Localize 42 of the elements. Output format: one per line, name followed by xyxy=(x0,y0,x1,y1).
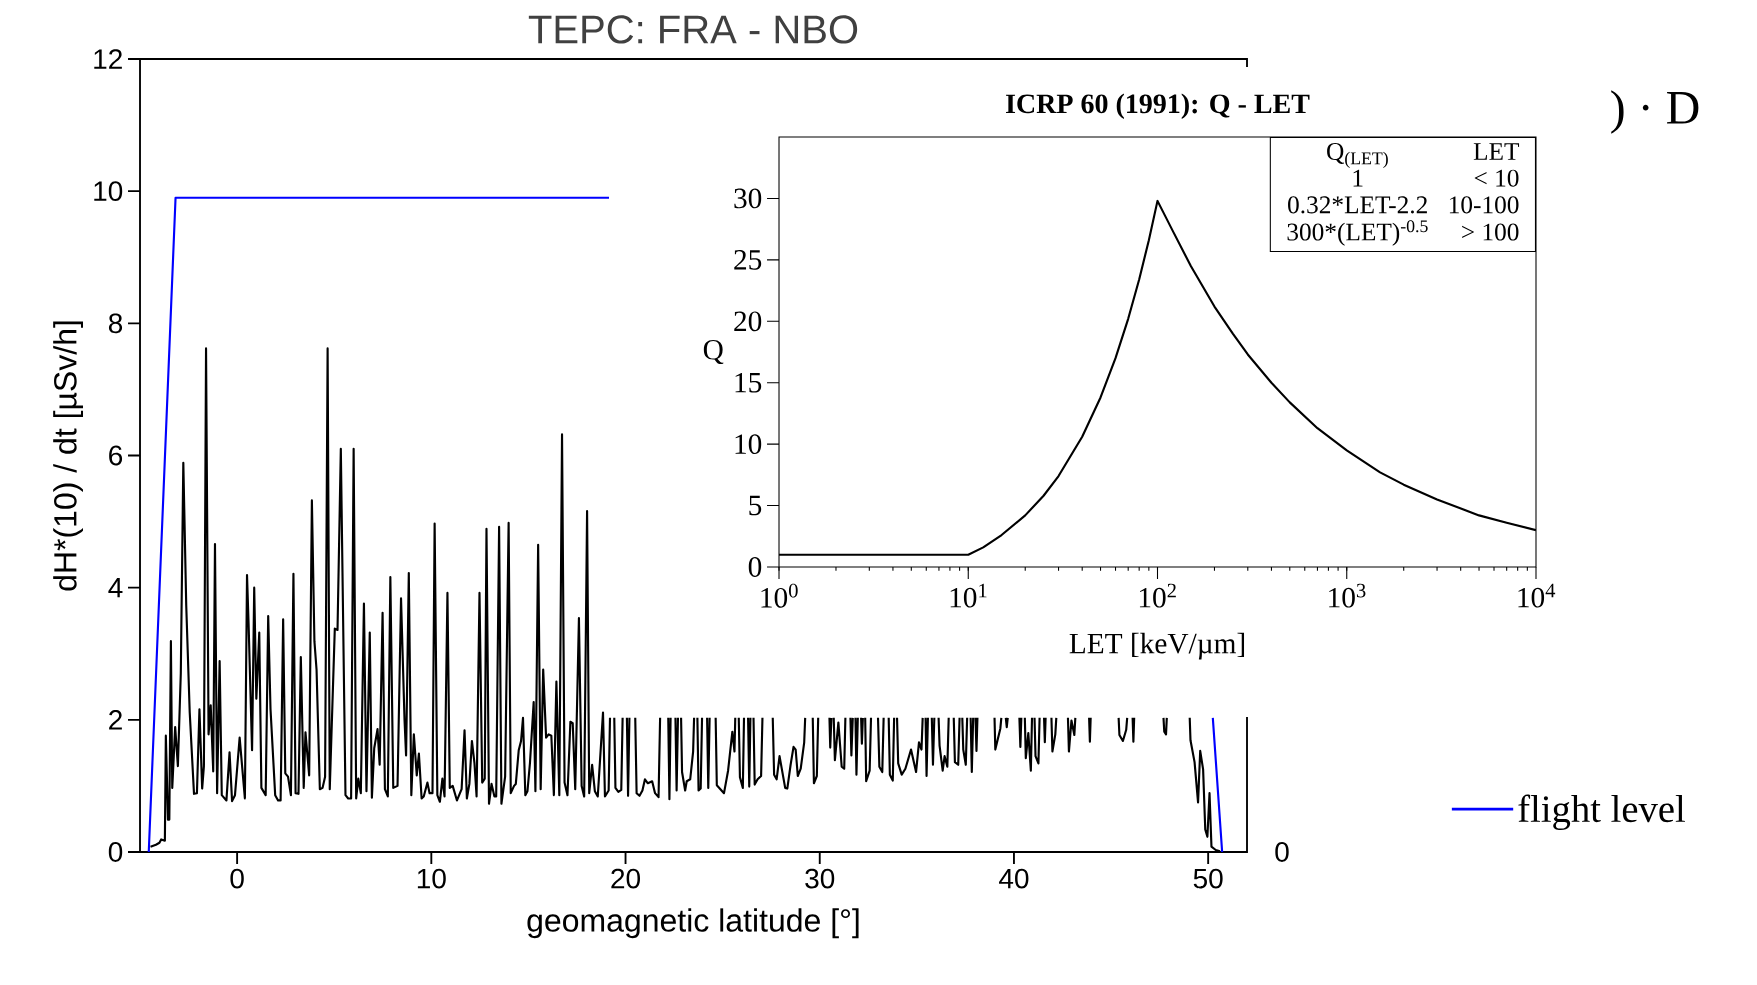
y-tick-label: 0 xyxy=(748,557,762,577)
y-tick-label: 8 xyxy=(108,313,123,334)
x-tick-label: 50 xyxy=(1193,868,1223,889)
annotation: 1 xyxy=(1353,169,1363,187)
y-tick-label: 25 xyxy=(734,249,762,270)
x-tick-label: 10$^{4}$ xyxy=(1518,583,1556,608)
x-tick-label: 0 xyxy=(230,868,244,889)
annotation: < 10 xyxy=(1474,169,1519,187)
x-tick-label: 20 xyxy=(611,868,640,889)
annotation: Q$_{(LET)}$ xyxy=(1327,143,1388,168)
x-tick-label: 10$^{1}$ xyxy=(950,583,987,608)
y-axis-title: dH*(10) / dt [µSv/h] xyxy=(53,321,84,591)
annotation: 0.32*LET-2.2 xyxy=(1288,196,1427,214)
text: ) · D xyxy=(1611,90,1699,134)
text: 0 xyxy=(1275,842,1289,862)
x-tick-label: 30 xyxy=(805,868,835,889)
y-tick-label: 30 xyxy=(734,188,762,209)
y-tick-label: 4 xyxy=(108,578,123,598)
legend-label: flight level xyxy=(1518,794,1685,831)
y-tick-label: 10 xyxy=(94,181,123,202)
y-axis-title: Q xyxy=(703,339,724,365)
x-tick-label: 10$^{0}$ xyxy=(761,583,798,608)
x-tick-label: 10$^{2}$ xyxy=(1139,583,1176,608)
y-tick-label: 5 xyxy=(749,495,762,516)
x-axis-title: LET [keV/µm] xyxy=(1069,632,1245,660)
annotation: > 100 xyxy=(1462,223,1519,241)
y-tick-label: 2 xyxy=(109,710,122,730)
annotation: LET xyxy=(1473,143,1520,160)
annotation: 300*(LET)$^{-0.5}$ xyxy=(1287,220,1428,246)
y-tick-label: 10 xyxy=(735,434,762,455)
chart-title: ICRP 60 (1991): Q - LET xyxy=(1006,93,1310,119)
chart-title: TEPC: FRA - NBO xyxy=(528,15,858,44)
y-tick-label: 15 xyxy=(735,372,762,393)
y-tick-label: 20 xyxy=(734,311,762,332)
x-tick-label: 10 xyxy=(417,868,446,889)
annotation: 10-100 xyxy=(1449,196,1519,214)
y-tick-label: 0 xyxy=(108,842,123,862)
x-tick-label: 40 xyxy=(999,868,1029,889)
y-tick-label: 6 xyxy=(109,445,123,466)
x-axis-title: geomagnetic latitude [°] xyxy=(527,908,859,939)
x-tick-label: 10$^{3}$ xyxy=(1329,583,1366,608)
y-tick-label: 12 xyxy=(94,49,122,69)
